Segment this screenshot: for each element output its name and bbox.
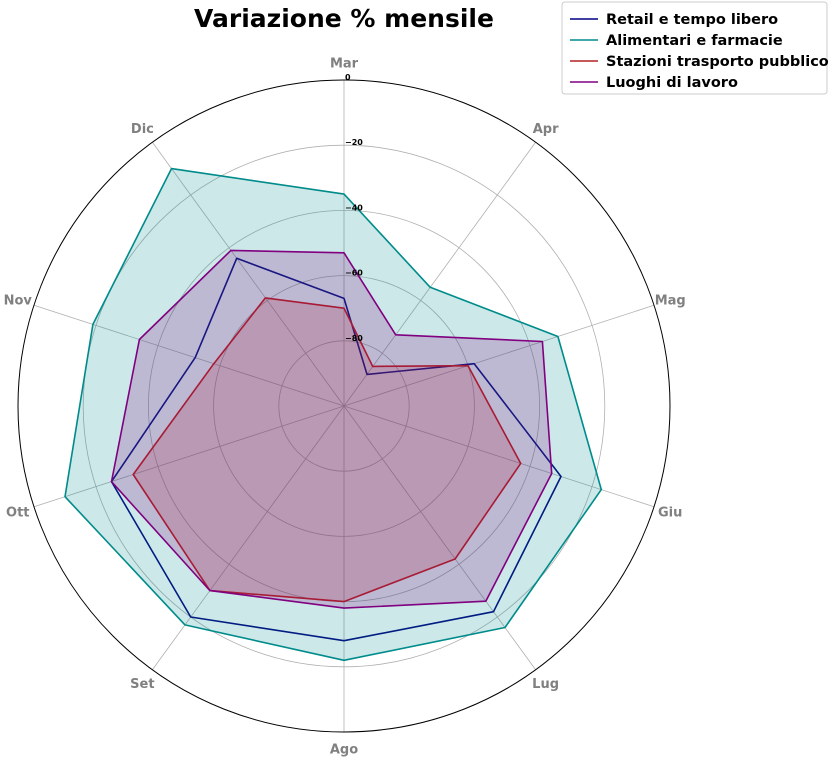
legend-item: Retail e tempo libero	[570, 12, 778, 28]
legend-label: Alimentari e farmacie	[606, 33, 783, 49]
category-label: Ott	[6, 505, 29, 520]
category-label: Mar	[330, 57, 359, 72]
grid-spoke	[343, 405, 655, 508]
legend-label: Stazioni trasporto pubblico	[606, 54, 829, 70]
grid-spoke	[152, 142, 345, 407]
legend-label: Luoghi di lavoro	[606, 75, 738, 91]
legend-label: Retail e tempo libero	[606, 12, 778, 28]
series-area	[111, 250, 552, 609]
radial-tick-labels: 0 −20 −40 −60 −80	[345, 73, 363, 343]
legend-frame	[561, 1, 828, 95]
grid-spoke	[343, 142, 536, 407]
grid-spoke	[152, 405, 345, 670]
legend-item: Stazioni trasporto pubblico	[570, 54, 829, 70]
radial-tick-label: −20	[345, 138, 363, 147]
series-3	[110, 249, 553, 609]
series-area	[65, 168, 602, 661]
category-label: Mag	[655, 294, 686, 309]
category-labels: Mar Apr Mag Giu Lug Ago Set Ott Nov Dic	[4, 57, 686, 758]
legend-item: Luoghi di lavoro	[570, 75, 738, 91]
grid	[17, 79, 671, 733]
grid-spoke	[343, 405, 536, 670]
category-label: Dic	[131, 122, 154, 137]
grid-spoke	[343, 304, 655, 407]
category-label: Ago	[330, 743, 358, 758]
series-2	[132, 297, 522, 603]
category-label: Set	[130, 677, 154, 692]
category-label: Lug	[532, 677, 559, 692]
series-area	[133, 297, 521, 602]
radial-tick-label: −60	[345, 269, 363, 278]
radial-tick-label: −40	[345, 203, 363, 212]
category-label: Apr	[533, 122, 559, 137]
radial-tick-label: 0	[345, 73, 351, 82]
legend: Retail e tempo libero Alimentari e farmac…	[561, 1, 829, 95]
grid-spoke	[33, 304, 345, 407]
radial-tick-label: −80	[345, 334, 363, 343]
series-layer	[64, 167, 603, 662]
polar-frame	[17, 79, 671, 733]
legend-item: Alimentari e farmacie	[570, 33, 783, 49]
category-label: Nov	[4, 294, 33, 309]
grid-spoke	[33, 405, 345, 508]
category-label: Giu	[658, 505, 682, 520]
series-1	[64, 167, 603, 662]
chart-title: Variazione % mensile	[194, 4, 494, 33]
